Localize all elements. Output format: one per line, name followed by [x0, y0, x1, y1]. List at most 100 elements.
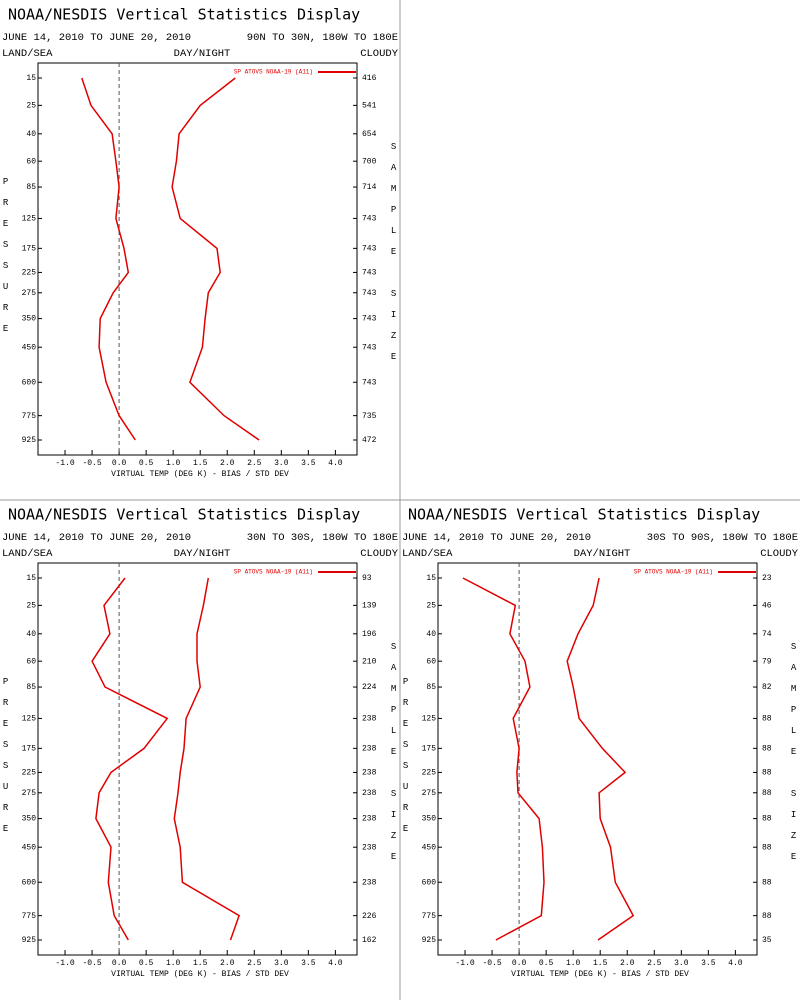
legend-label: SP ATOVS NOAA-19 (A11): [634, 569, 713, 576]
sample-size-label: 88: [762, 769, 772, 778]
date-range: JUNE 14, 2010 TO JUNE 20, 2010: [2, 532, 191, 544]
cloud-label: CLOUDY: [760, 548, 799, 560]
x-tick-label: -1.0: [55, 459, 74, 468]
std-dev-line: [173, 577, 241, 941]
legend-label: SP ATOVS NOAA-19 (A11): [234, 569, 313, 576]
y-tick-label: 775: [422, 912, 437, 921]
y-tick-label: 85: [426, 683, 436, 692]
y-tick-label: 40: [26, 130, 36, 139]
sample-size-label: 23: [762, 574, 772, 583]
x-tick-label: 1.0: [166, 959, 181, 968]
sample-size-label: 238: [362, 715, 377, 724]
sample-size-label: 238: [362, 789, 377, 798]
bias-line: [462, 577, 545, 941]
sample-size-label: 88: [762, 789, 772, 798]
y-tick-label: 775: [22, 912, 37, 921]
day-night-label: DAY/NIGHT: [174, 48, 231, 60]
y-tick-label: 600: [422, 878, 437, 887]
y-tick-label: 60: [26, 157, 36, 166]
plot-frame: [37, 62, 358, 456]
sample-size-label: 238: [362, 815, 377, 824]
sample-size-label: 74: [762, 630, 772, 639]
x-tick-label: 1.5: [193, 959, 208, 968]
x-tick-label: 2.0: [620, 959, 635, 968]
sample-size-label: 79: [762, 657, 772, 666]
sample-size-label: 46: [762, 601, 772, 610]
y-tick-label: 125: [422, 715, 437, 724]
x-tick-label: 4.0: [328, 959, 343, 968]
y-tick-label: 175: [22, 744, 37, 753]
sample-size-label: 88: [762, 744, 772, 753]
y2-axis-label: SAMPLE SIZE: [389, 142, 399, 373]
y-tick-label: 275: [422, 789, 437, 798]
x-tick-label: 4.0: [328, 459, 343, 468]
sample-size-label: 82: [762, 683, 772, 692]
sample-size-label: 472: [362, 436, 377, 445]
day-night-label: DAY/NIGHT: [574, 548, 631, 560]
x-tick-label: 3.0: [674, 959, 689, 968]
date-range: JUNE 14, 2010 TO JUNE 20, 2010: [402, 532, 591, 544]
y-tick-label: 25: [26, 601, 36, 610]
y-tick-label: 85: [26, 683, 36, 692]
x-tick-label: 4.0: [728, 959, 743, 968]
x-tick-label: 2.5: [247, 459, 262, 468]
x-tick-label: 1.5: [193, 459, 208, 468]
y-tick-label: 775: [22, 412, 37, 421]
y-tick-label: 350: [22, 315, 37, 324]
y-tick-label: 125: [22, 715, 37, 724]
sample-size-label: 196: [362, 630, 377, 639]
x-tick-label: 0.0: [112, 459, 127, 468]
x-tick-label: 0.0: [112, 959, 127, 968]
y-tick-label: 450: [22, 843, 37, 852]
y-tick-label: 275: [22, 289, 37, 298]
x-tick-label: 1.5: [593, 959, 608, 968]
sample-size-label: 743: [362, 343, 377, 352]
x-tick-label: 2.0: [220, 459, 235, 468]
sample-size-label: 735: [362, 412, 377, 421]
x-tick-label: 1.0: [166, 459, 181, 468]
y-axis-label: PRESSURE: [1, 177, 11, 345]
sample-size-label: 139: [362, 601, 377, 610]
region: 30N TO 30S, 180W TO 180E: [247, 532, 398, 544]
sample-size-label: 714: [362, 183, 377, 192]
panel: NOAA/NESDIS Vertical Statistics Display J…: [1, 506, 399, 980]
y-tick-label: 225: [422, 769, 437, 778]
y-tick-label: 15: [26, 74, 36, 83]
day-night-label: DAY/NIGHT: [174, 548, 231, 560]
y-tick-label: 85: [26, 183, 36, 192]
sample-size-label: 88: [762, 715, 772, 724]
sample-size-label: 238: [362, 878, 377, 887]
x-tick-label: 2.0: [220, 959, 235, 968]
y-tick-label: 225: [22, 269, 37, 278]
x-tick-label: 0.5: [539, 959, 554, 968]
y-tick-label: 15: [426, 574, 436, 583]
region: 90N TO 30N, 180W TO 180E: [247, 32, 398, 44]
sample-size-label: 88: [762, 912, 772, 921]
x-tick-label: -1.0: [55, 959, 74, 968]
x-tick-label: 3.5: [301, 459, 316, 468]
legend-label: SP ATOVS NOAA-19 (A11): [234, 69, 313, 76]
x-axis-label: VIRTUAL TEMP (DEG K) - BIAS / STD DEV: [111, 470, 289, 479]
x-tick-label: -0.5: [482, 959, 501, 968]
y-tick-label: 925: [422, 936, 437, 945]
y-tick-label: 175: [22, 244, 37, 253]
y-tick-label: 450: [22, 343, 37, 352]
y-tick-label: 60: [26, 657, 36, 666]
bias-line: [91, 577, 169, 941]
y2-axis-label: SAMPLE SIZE: [389, 642, 399, 873]
x-tick-label: -0.5: [82, 459, 101, 468]
sample-size-label: 226: [362, 912, 377, 921]
sample-size-label: 88: [762, 843, 772, 852]
sample-size-label: 238: [362, 744, 377, 753]
y-tick-label: 275: [22, 789, 37, 798]
y-tick-label: 60: [426, 657, 436, 666]
y-tick-label: 350: [22, 815, 37, 824]
y-tick-label: 175: [422, 744, 437, 753]
cloud-label: CLOUDY: [360, 548, 399, 560]
land-sea-label: LAND/SEA: [402, 548, 453, 560]
y-axis-label: PRESSURE: [401, 677, 411, 845]
sample-size-label: 162: [362, 936, 377, 945]
y-tick-label: 925: [22, 936, 37, 945]
x-tick-label: -0.5: [82, 959, 101, 968]
sample-size-label: 238: [362, 843, 377, 852]
